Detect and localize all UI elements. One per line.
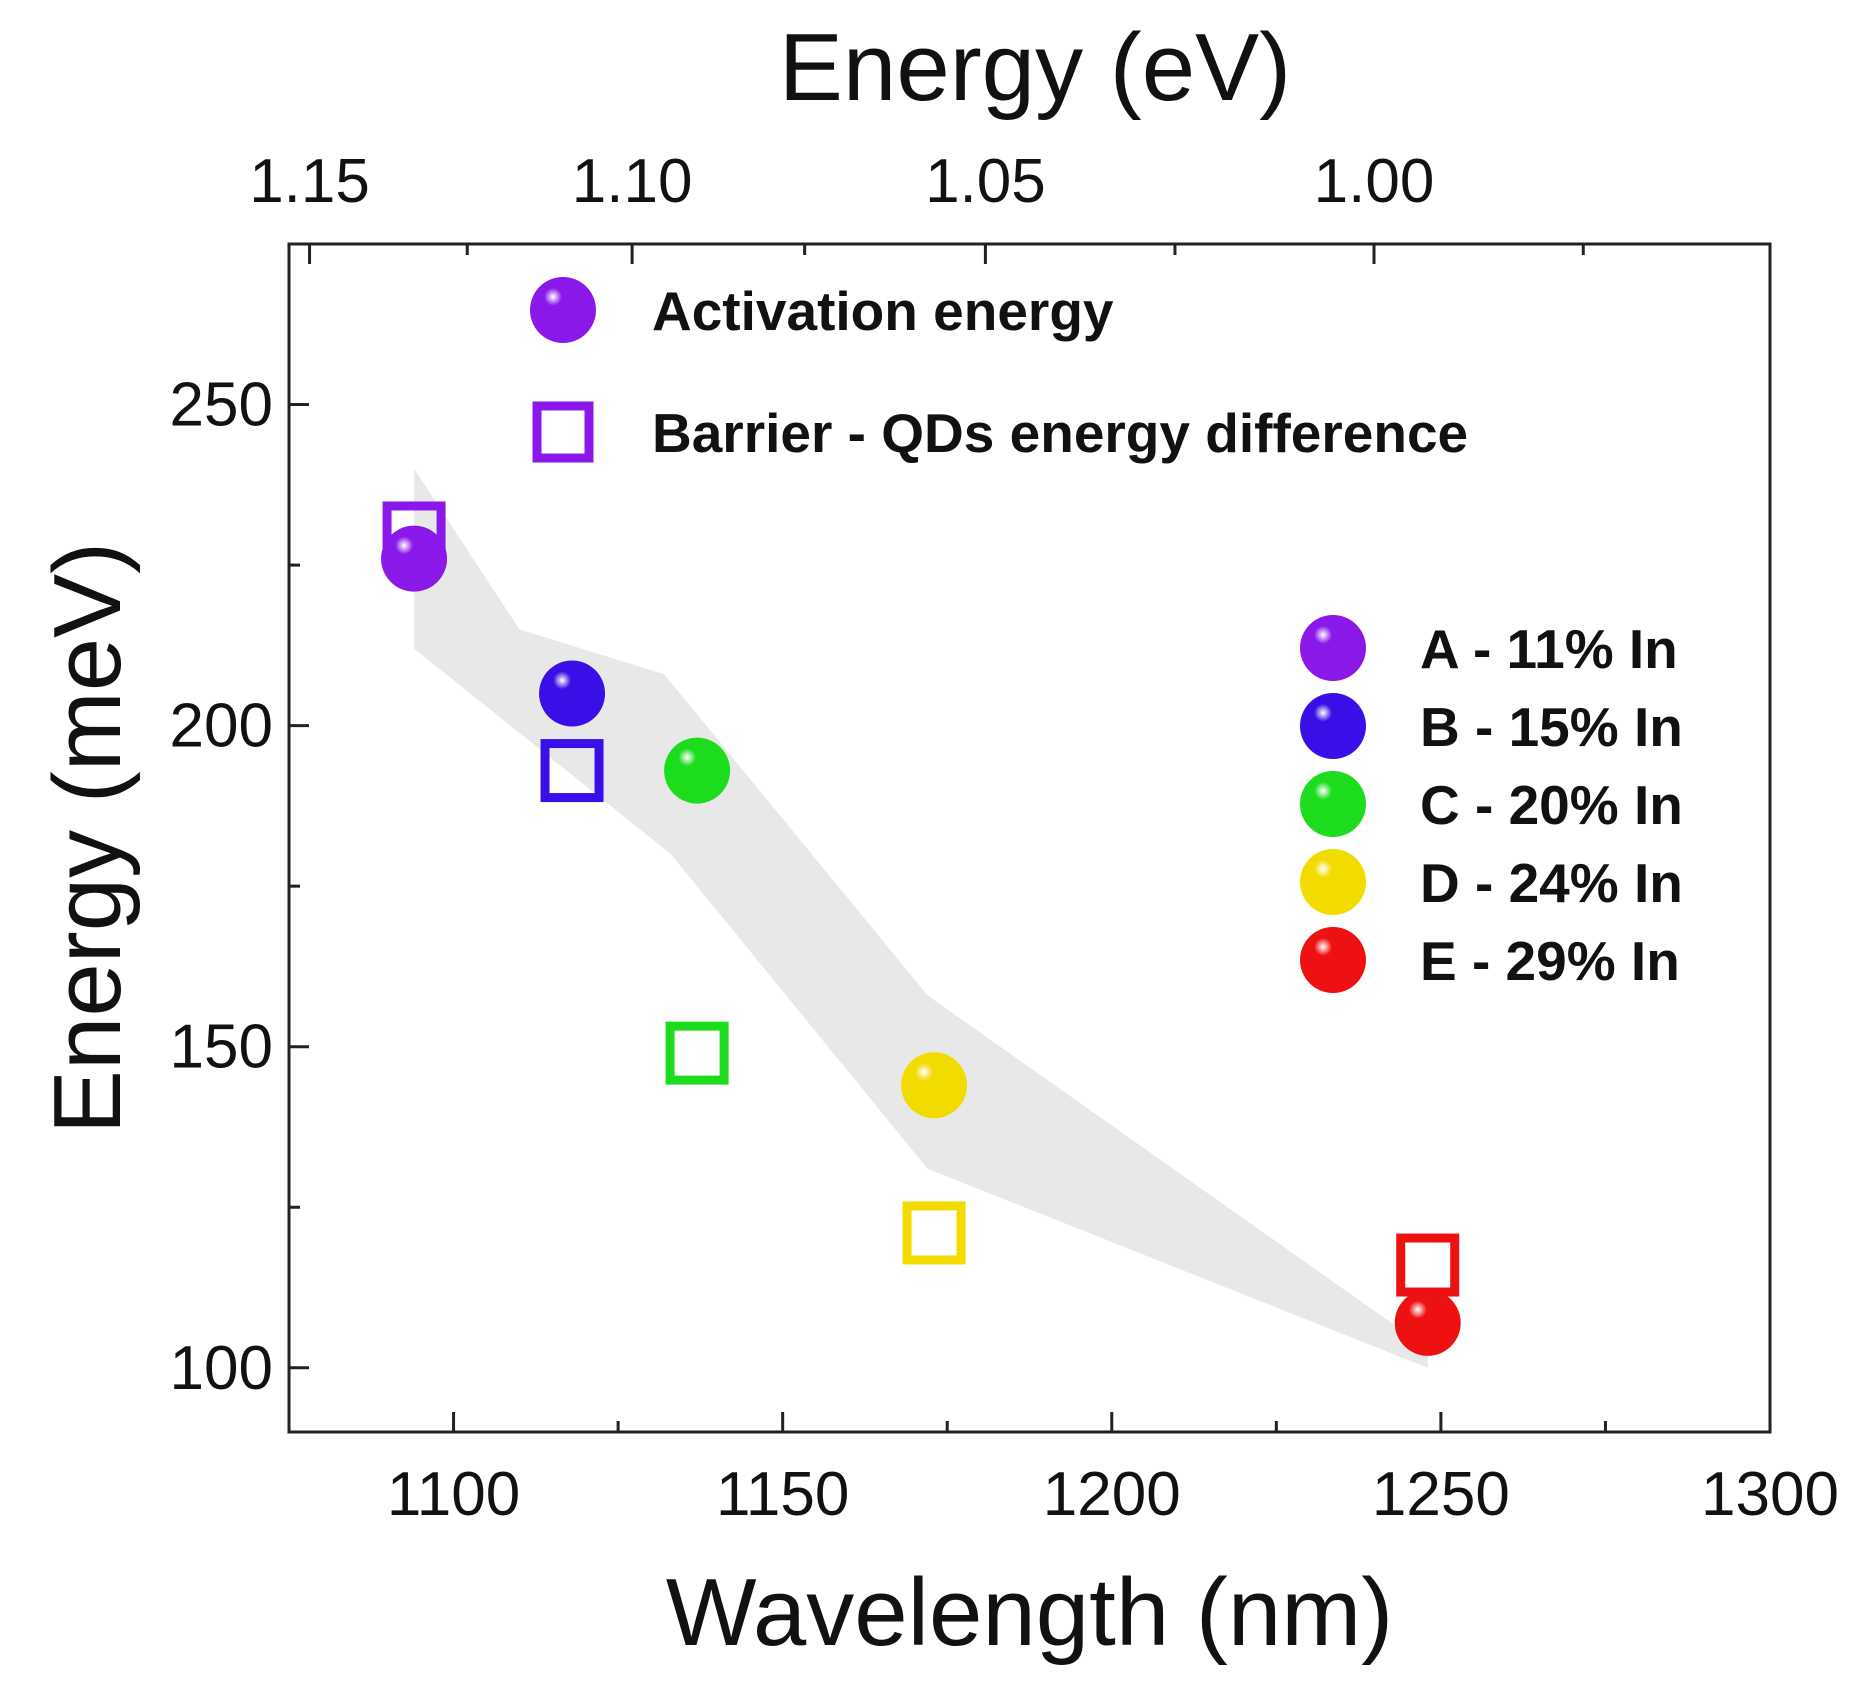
marker-layer xyxy=(381,501,1461,1356)
legend-sample-sphere-D xyxy=(1300,849,1366,915)
x-tick-label: 1100 xyxy=(387,1460,520,1529)
legend-barrier-square xyxy=(532,401,594,463)
y-tick-label: 100 xyxy=(170,1334,273,1403)
barrier-square-C xyxy=(665,1021,729,1085)
legend-sample-sphere-B xyxy=(1300,693,1366,759)
legend-sample-label-E: E - 29% In xyxy=(1420,930,1680,992)
legend-activation-label: Activation energy xyxy=(652,280,1114,342)
legend-sample-sphere-A xyxy=(1300,615,1366,681)
legend-sample-label-C: C - 20% In xyxy=(1420,774,1683,836)
axis-layer: 1100 1150 1200 1250 1300 100 150 200 250 1.15 1.10… xyxy=(34,14,1839,1666)
y-axis-title: Energy (meV) xyxy=(34,542,141,1134)
legend-sample-sphere-E xyxy=(1300,927,1366,993)
plot-frame xyxy=(287,242,1772,1434)
x-tick-label: 1200 xyxy=(1043,1460,1181,1529)
barrier-square-E xyxy=(1396,1233,1460,1297)
legend-sample-label-D: D - 24% In xyxy=(1420,852,1683,914)
activation-sphere-C xyxy=(664,737,731,804)
activation-sphere-B xyxy=(539,660,606,727)
top-tick-label: 1.05 xyxy=(925,147,1046,216)
legend-layer: Activation energy Barrier - QDs energy di… xyxy=(530,277,1683,993)
x-tick-label: 1300 xyxy=(1701,1460,1839,1529)
x-tick-label: 1150 xyxy=(716,1460,849,1529)
y-tick-label: 200 xyxy=(170,692,273,761)
legend-sample-sphere-C xyxy=(1300,771,1366,837)
x-axis-title: Wavelength (nm) xyxy=(666,1559,1393,1666)
top-axis-title: Energy (eV) xyxy=(779,14,1291,121)
activation-sphere-D xyxy=(901,1052,968,1119)
x-tick-label: 1250 xyxy=(1372,1460,1510,1529)
activation-sphere-A xyxy=(381,525,448,592)
band-layer xyxy=(414,468,1428,1368)
barrier-square-D xyxy=(902,1201,966,1265)
y-tick-label: 150 xyxy=(170,1013,273,1082)
activation-sphere-E xyxy=(1394,1289,1461,1356)
barrier-square-B xyxy=(540,739,604,803)
top-tick-label: 1.00 xyxy=(1314,147,1435,216)
y-tick-label: 250 xyxy=(170,371,273,440)
shaded-band xyxy=(414,468,1428,1368)
top-tick-label: 1.15 xyxy=(249,147,370,216)
legend-activation-sphere xyxy=(530,277,596,343)
legend-barrier-label: Barrier - QDs energy difference xyxy=(652,402,1468,464)
legend-sample-label-A: A - 11% In xyxy=(1420,618,1678,680)
legend-sample-label-B: B - 15% In xyxy=(1420,696,1683,758)
top-tick-label: 1.10 xyxy=(572,147,693,216)
